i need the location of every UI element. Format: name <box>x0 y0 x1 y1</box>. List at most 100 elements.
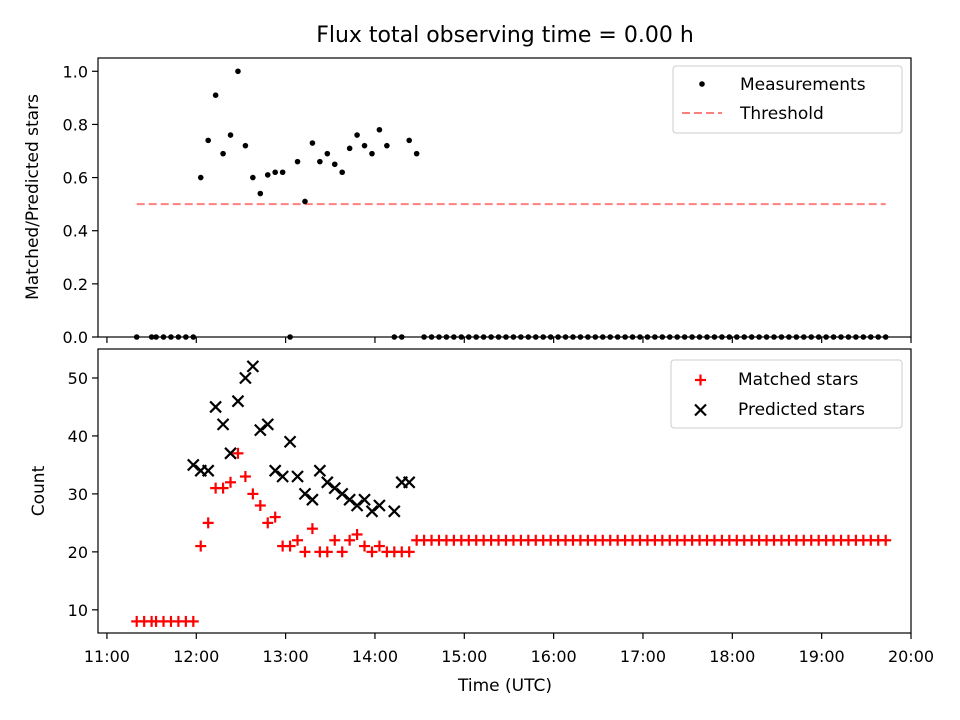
bottom-x-axis-label: Time (UTC) <box>457 676 552 696</box>
bottom-legend: Matched stars Predicted stars <box>670 359 903 429</box>
matched-star-point <box>880 534 892 546</box>
predicted-star-point <box>224 447 237 460</box>
measurement-point <box>361 142 368 149</box>
predicted-star-point <box>231 394 245 408</box>
bottom-y-tick-label: 50 <box>68 369 88 388</box>
measurement-point <box>346 145 353 152</box>
bottom-x-tick-label: 20:00 <box>888 647 934 666</box>
top-legend: Measurements Threshold <box>672 65 903 134</box>
legend-matched-label: Matched stars <box>738 370 858 390</box>
matched-star-point <box>195 540 207 552</box>
measurement-point <box>227 132 234 138</box>
measurement-point <box>220 150 226 157</box>
measurement-point <box>317 158 323 165</box>
matched-star-point <box>284 540 296 552</box>
predicted-star-point <box>276 470 289 483</box>
matched-star-point <box>351 528 363 540</box>
bottom-panel: 10 20 30 40 50 11:00 12:00 13:00 14:00 15:00 16:0… <box>29 348 934 696</box>
predicted-star-point <box>388 505 401 518</box>
measurement-point <box>413 150 420 157</box>
measurement-point <box>250 174 256 181</box>
predicted-star-point <box>209 400 222 414</box>
measurement-point <box>309 140 316 146</box>
matched-star-point <box>232 447 244 459</box>
predicted-star-point <box>246 360 260 373</box>
measurement-point <box>302 198 308 205</box>
predicted-star-point <box>254 423 267 437</box>
matched-star-point <box>292 534 304 546</box>
bottom-legend-box <box>670 359 903 429</box>
bottom-y-tick-label: 20 <box>68 543 88 562</box>
bottom-x-tick-label: 11:00 <box>84 647 130 666</box>
legend-predicted-marker <box>694 403 707 417</box>
matched-star-point <box>366 546 378 558</box>
measurement-point <box>242 142 249 149</box>
measurement-point <box>205 137 211 144</box>
measurement-point <box>212 92 219 98</box>
predicted-star-point <box>335 487 349 501</box>
matched-star-point <box>254 499 266 511</box>
bottom-x-tick-label: 14:00 <box>352 647 398 666</box>
measurement-point <box>257 190 264 197</box>
matched-star-point <box>329 534 341 546</box>
predicted-star-point <box>402 476 416 489</box>
predicted-star-point <box>365 505 379 518</box>
predicted-star-point <box>283 435 297 449</box>
bottom-plot-marks <box>131 360 892 627</box>
matched-star-point <box>336 546 348 558</box>
predicted-star-point <box>313 464 327 477</box>
top-y-tick-label: 1.0 <box>63 62 88 81</box>
measurement-point <box>197 174 204 181</box>
measurement-point <box>272 169 278 176</box>
measurement-point <box>235 68 241 75</box>
bottom-x-tick-label: 15:00 <box>441 647 487 666</box>
bottom-x-tick-label: 16:00 <box>531 647 577 666</box>
matched-star-point <box>269 511 281 523</box>
top-y-tick-label: 0.4 <box>63 222 88 241</box>
predicted-star-point <box>201 464 215 477</box>
predicted-star-point <box>298 487 312 501</box>
matched-star-point <box>306 523 318 535</box>
top-y-tick-label: 0.8 <box>63 115 88 134</box>
measurement-point <box>264 172 271 178</box>
matched-star-point <box>262 517 274 529</box>
matched-star-point <box>239 471 251 483</box>
matched-star-point <box>202 517 214 529</box>
bottom-axes-frame <box>97 348 912 634</box>
bottom-x-tick-label: 19:00 <box>799 647 845 666</box>
top-legend-box <box>672 65 903 134</box>
top-axes-frame <box>97 57 912 338</box>
legend-predicted-label: Predicted stars <box>738 400 865 420</box>
measurement-point <box>384 142 390 149</box>
measurement-point <box>406 137 413 144</box>
legend-measurements-marker <box>699 81 705 87</box>
bottom-x-tick-label: 12:00 <box>173 647 219 666</box>
matched-star-point <box>321 546 333 558</box>
predicted-star-point <box>321 476 334 489</box>
measurement-point <box>294 158 301 165</box>
predicted-star-point <box>268 464 282 477</box>
matched-star-point <box>225 476 237 488</box>
predicted-star-point <box>291 470 304 483</box>
top-panel: 0.0 0.2 0.4 0.6 0.8 1.0 Matched/Predicted sta… <box>23 57 912 347</box>
measurement-point <box>376 126 383 133</box>
bottom-x-tick-label: 18:00 <box>709 647 755 666</box>
top-y-tick-label: 0.0 <box>63 328 88 347</box>
matched-star-point <box>187 615 199 627</box>
bottom-x-ticks: 11:00 12:00 13:00 14:00 15:00 16:00 17:00 18:00… <box>84 633 934 666</box>
measurement-point <box>339 169 345 176</box>
predicted-star-point <box>261 418 275 431</box>
predicted-star-point <box>358 493 371 506</box>
top-x-ticks <box>106 337 912 343</box>
predicted-star-point <box>343 493 356 506</box>
measurement-point <box>324 150 331 157</box>
bottom-y-ticks: 10 20 30 40 50 <box>68 369 98 620</box>
measurement-point <box>354 132 360 138</box>
matched-star-point <box>247 488 259 500</box>
predicted-star-point <box>328 481 342 495</box>
predicted-star-point <box>306 493 319 506</box>
matched-star-point <box>373 540 385 552</box>
bottom-x-tick-label: 13:00 <box>263 647 309 666</box>
matched-star-point <box>344 534 356 546</box>
